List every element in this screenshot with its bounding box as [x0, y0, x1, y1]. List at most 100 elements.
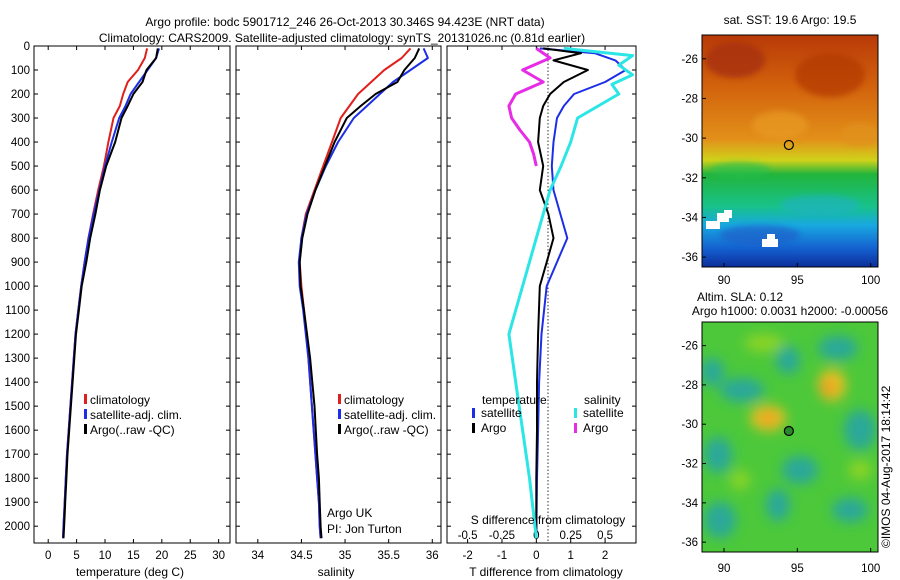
- depth-tick-label: 1000: [4, 281, 30, 293]
- difference-panel: -2 -1 0 1 2-0.5 -0.25 0 0.25 0.5: [458, 46, 635, 562]
- map-lat-tick-label: -32: [681, 459, 698, 471]
- depth-tick-label: 1400: [4, 377, 30, 389]
- temperature-x-tick-label: 25: [184, 550, 197, 562]
- map-lat-tick-label: -30: [681, 133, 698, 145]
- temperature-x-tick-label: 5: [73, 550, 79, 562]
- header-line-2: Climatology: CARS2009. Satellite-adjuste…: [99, 31, 585, 45]
- map-lon-tick-label: 100: [861, 563, 880, 575]
- legend-swatch-climatology: [84, 394, 87, 404]
- difference-s-tick-label: -0.25: [489, 530, 515, 542]
- temperature-x-tick-label: 20: [155, 550, 168, 562]
- difference-series-line: [507, 47, 552, 167]
- salinity-x-tick-label: 36: [426, 550, 439, 562]
- sla-map-title: Altim. SLA: 0.12: [697, 290, 783, 304]
- map-lat-tick-label: -26: [681, 341, 698, 353]
- map-lat-tick-label: -36: [681, 252, 698, 264]
- salinity-x-tick-label: 35: [339, 550, 352, 562]
- sla-argo-marker: [783, 425, 794, 437]
- legend-swatch-s-argo: [574, 423, 577, 433]
- depth-tick-label: 600: [11, 185, 30, 197]
- float-pi: PI: Jon Turton: [327, 522, 402, 536]
- imos-stamp: ©IMOS 04-Aug-2017 18:14:42: [879, 385, 893, 548]
- temperature-panel: 0 5 10 15 20 25 30: [45, 46, 225, 562]
- map-lon-tick-label: 90: [718, 275, 731, 287]
- salinity-series-line: [298, 47, 421, 539]
- depth-tick-label: 1700: [4, 449, 30, 461]
- temperature-x-tick-label: 30: [212, 550, 225, 562]
- map-lon-tick-label: 95: [791, 275, 804, 287]
- depth-tick-label: 700: [11, 209, 30, 221]
- legend-swatch-satellite: [338, 409, 341, 419]
- depth-tick-label: 1100: [5, 305, 30, 317]
- depth-tick-label: 0: [24, 41, 30, 53]
- map-lat-tick-label: -36: [681, 537, 698, 549]
- difference-axes: [446, 45, 637, 544]
- temperature-series-line: [62, 48, 149, 539]
- legend-swatch-argo: [84, 424, 87, 434]
- salinity-x-tick-label: 35.5: [377, 550, 399, 562]
- legend-label-climatology: climatology: [90, 393, 150, 407]
- map-lon-tick-label: 100: [861, 275, 880, 287]
- salinity-legend: climatology satellite-adj. clim. Argo(..…: [327, 393, 436, 536]
- sst-map-frame: [701, 34, 879, 268]
- map-lat-tick-label: -32: [681, 173, 698, 185]
- sla-map-subtitle: Argo h1000: 0.0031 h2000: -0.00056: [692, 304, 888, 318]
- temperature-x-tick-label: 15: [127, 550, 140, 562]
- depth-tick-label: 100: [11, 65, 30, 77]
- depth-tick-label: 2000: [4, 521, 30, 533]
- depth-tick-label: 400: [11, 137, 30, 149]
- sst-argo-marker: [783, 139, 794, 151]
- depth-tick-label: 1900: [4, 497, 30, 509]
- depth-tick-label: 1800: [4, 473, 30, 485]
- sst-heatmap: [702, 35, 878, 267]
- temperature-x-tick-label: 10: [99, 550, 112, 562]
- sst-map-axes: 90 95 100 -26 -28 -30 -32 -34 -36: [681, 54, 880, 287]
- map-lat-tick-label: -28: [681, 380, 698, 392]
- map-lat-tick-label: -34: [681, 212, 698, 224]
- depth-axis: 0 100 200 300 400 500 600 700 800 900 1000 1100 1200…: [4, 41, 636, 533]
- legend-label-s-satellite: satellite: [583, 406, 624, 420]
- map-lon-tick-label: 90: [718, 563, 731, 575]
- difference-series-line: [507, 46, 635, 539]
- map-lat-tick-label: -26: [681, 54, 698, 66]
- difference-s-tick-label: -0.5: [458, 530, 478, 542]
- temperature-legend: climatology satellite-adj. clim. Argo(..…: [84, 393, 182, 437]
- difference-legend: temperature satellite Argo salinity sate…: [472, 393, 624, 435]
- difference-t-x-tick-label: -1: [497, 550, 507, 562]
- difference-series-line: [535, 47, 627, 539]
- salinity-axes: [235, 45, 442, 544]
- depth-tick-label: 1200: [4, 329, 30, 341]
- legend-label-t-satellite: satellite: [481, 406, 522, 420]
- legend-label-s-argo: Argo: [583, 421, 609, 435]
- difference-xlabel: T difference from climatology: [469, 565, 623, 579]
- difference-t-x-tick-label: 2: [602, 550, 608, 562]
- difference-t-x-tick-label: 1: [568, 550, 574, 562]
- depth-tick-label: 800: [11, 233, 30, 245]
- temperature-axes: [33, 45, 231, 544]
- depth-tick-label: 200: [11, 89, 30, 101]
- salinity-x-tick-label: 34: [251, 550, 264, 562]
- temperature-series-line: [62, 48, 160, 539]
- difference-series-line: [535, 47, 589, 539]
- legend-swatch-t-satellite: [472, 408, 475, 418]
- map-lat-tick-label: -28: [681, 93, 698, 105]
- legend-label-climatology: climatology: [344, 393, 404, 407]
- difference-s-tick-label: 0.25: [560, 530, 582, 542]
- sla-map-frame: [701, 321, 879, 553]
- legend-swatch-climatology: [338, 394, 341, 404]
- sst-map-title: sat. SST: 19.6 Argo: 19.5: [724, 13, 857, 27]
- difference-t-x-tick-label: -2: [463, 550, 473, 562]
- legend-title-salinity: salinity: [584, 393, 621, 407]
- legend-swatch-argo: [338, 424, 341, 434]
- map-lat-tick-label: -34: [681, 498, 698, 510]
- legend-label-argo: Argo(..raw -QC): [344, 423, 429, 437]
- float-operator: Argo UK: [327, 506, 372, 520]
- salinity-xlabel: salinity: [318, 565, 355, 579]
- depth-tick-label: 500: [11, 161, 30, 173]
- legend-label-argo: Argo(..raw -QC): [90, 423, 175, 437]
- difference-top-xlabel: S difference from climatology: [471, 513, 626, 527]
- temperature-series-line: [62, 48, 159, 539]
- depth-tick-label: 300: [11, 113, 30, 125]
- salinity-panel: 34 34.5 35 35.5 36: [251, 46, 439, 562]
